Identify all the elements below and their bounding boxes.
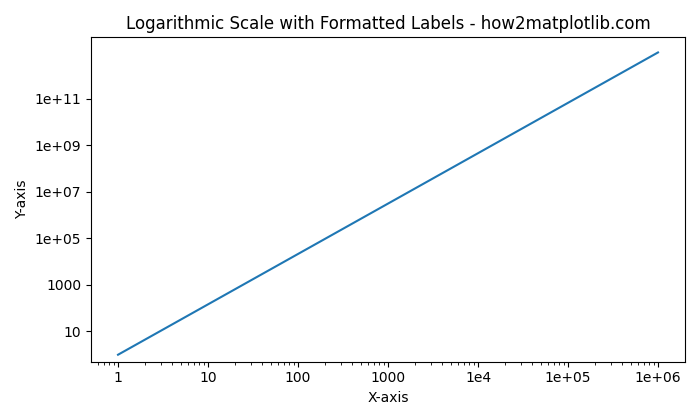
X-axis label: X-axis: X-axis — [368, 391, 409, 405]
Title: Logarithmic Scale with Formatted Labels - how2matplotlib.com: Logarithmic Scale with Formatted Labels … — [125, 15, 650, 33]
Y-axis label: Y-axis: Y-axis — [15, 180, 29, 219]
